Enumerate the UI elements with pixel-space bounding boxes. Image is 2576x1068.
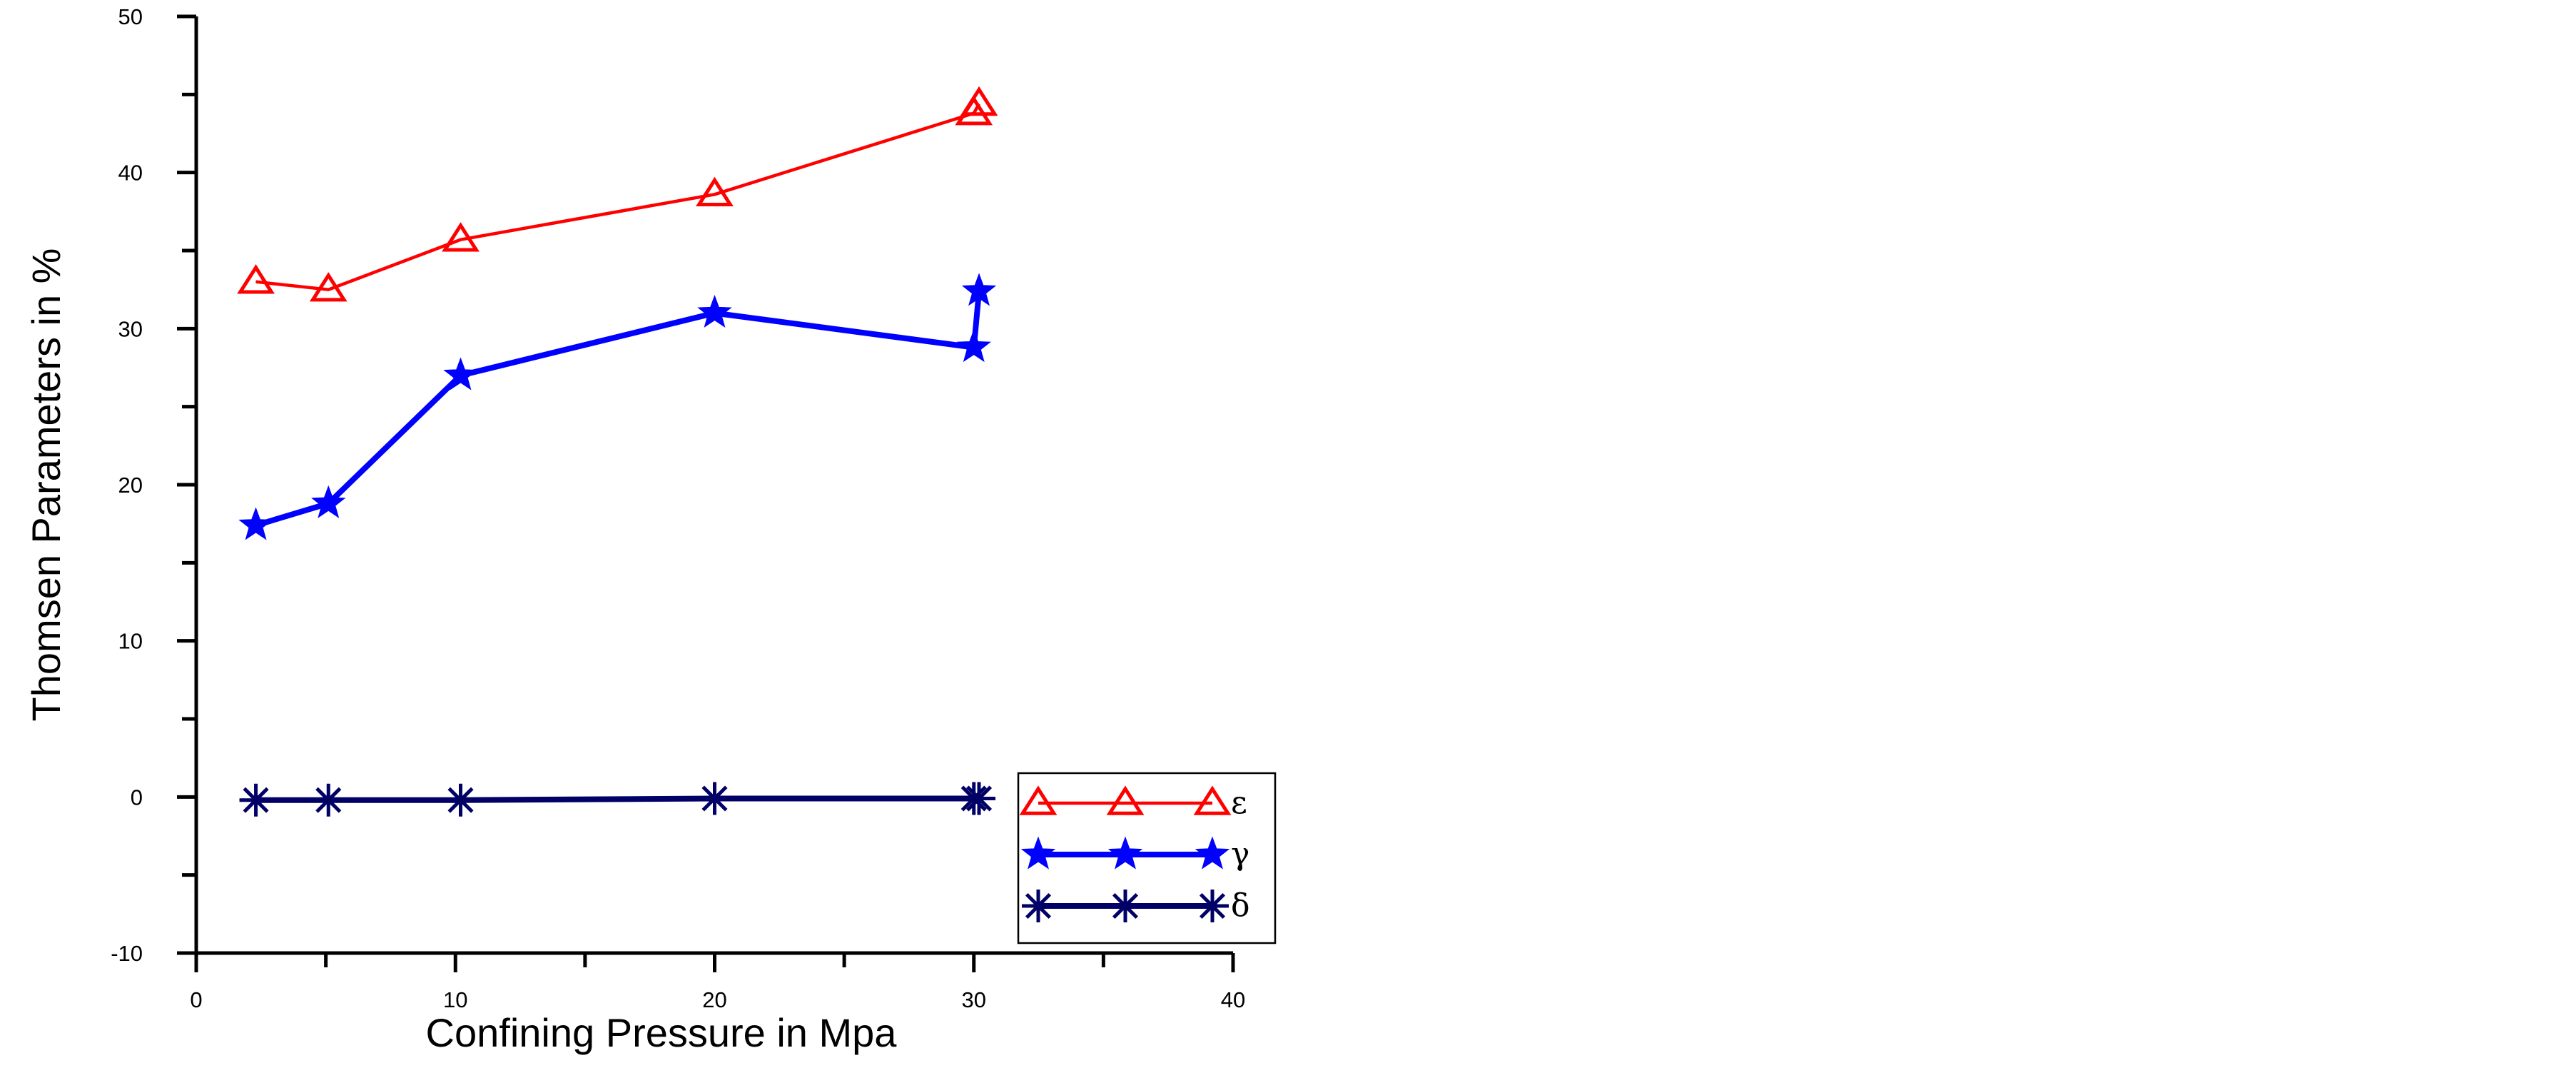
asterisk-stroke: [1025, 892, 1052, 920]
legend-marker: [1195, 836, 1230, 870]
data-point: [697, 295, 732, 328]
data-point: [311, 485, 346, 518]
legend-marker: [1106, 785, 1145, 815]
y-tick-label: 20: [118, 473, 143, 498]
series-2: [239, 782, 996, 817]
legend-label: ε: [1231, 785, 1247, 821]
x-tick-label: 30: [962, 987, 986, 1012]
legend-box: [1017, 772, 1277, 944]
asterisk-stroke: [701, 785, 728, 812]
asterisk-stroke: [243, 787, 269, 813]
series-1: [238, 273, 997, 540]
legend: εγδ: [1017, 772, 1277, 944]
y-tick-label: -10: [111, 941, 143, 966]
legend-marker: [1019, 785, 1058, 815]
data-point: [961, 273, 997, 306]
x-axis-title: Confining Pressure in Mpa: [426, 1010, 898, 1055]
legend-label: δ: [1231, 887, 1250, 924]
data-point: [696, 176, 734, 207]
data-point: [238, 507, 273, 540]
asterisk-stroke: [1112, 892, 1139, 920]
y-tick-label: 50: [118, 4, 143, 29]
legend-marker: [1022, 890, 1055, 922]
x-tick-label: 0: [190, 987, 202, 1012]
legend-label: γ: [1231, 836, 1249, 872]
data-point: [239, 783, 273, 817]
asterisk-stroke: [315, 787, 342, 813]
data-point: [963, 782, 996, 815]
data-point: [309, 272, 348, 302]
y-tick-label: 40: [118, 161, 143, 186]
asterisk-stroke: [965, 785, 993, 812]
x-tick-label: 20: [702, 987, 726, 1012]
data-point: [444, 783, 477, 817]
y-tick-label: 30: [118, 316, 143, 341]
data-point: [312, 783, 345, 817]
axes: 0 10 20 30 40 -10 0 10 20 30 40 50 Confining Pressur…: [24, 4, 1245, 1055]
data-point: [442, 222, 480, 252]
series-line: [255, 795, 979, 803]
legend-marker: [1196, 890, 1229, 922]
series-line: [255, 103, 980, 291]
asterisk-stroke: [1199, 892, 1226, 920]
plot-series: [237, 86, 998, 817]
y-tick-label: 0: [131, 785, 143, 810]
legend-marker: [1109, 890, 1142, 922]
data-point: [960, 86, 998, 116]
data-point: [443, 357, 478, 391]
x-tick-label: 10: [443, 987, 467, 1012]
legend-marker: [1193, 785, 1232, 815]
legend-marker: [1020, 836, 1056, 870]
legend-marker: [1107, 836, 1143, 870]
data-point: [698, 782, 731, 815]
y-axis-title: Thomsen Parameters in %: [24, 248, 69, 722]
y-tick-label: 10: [118, 629, 143, 654]
data-point: [956, 329, 991, 363]
asterisk-stroke: [447, 787, 474, 813]
x-tick-label: 40: [1221, 987, 1245, 1012]
data-point: [237, 264, 275, 294]
series-0: [237, 86, 998, 302]
